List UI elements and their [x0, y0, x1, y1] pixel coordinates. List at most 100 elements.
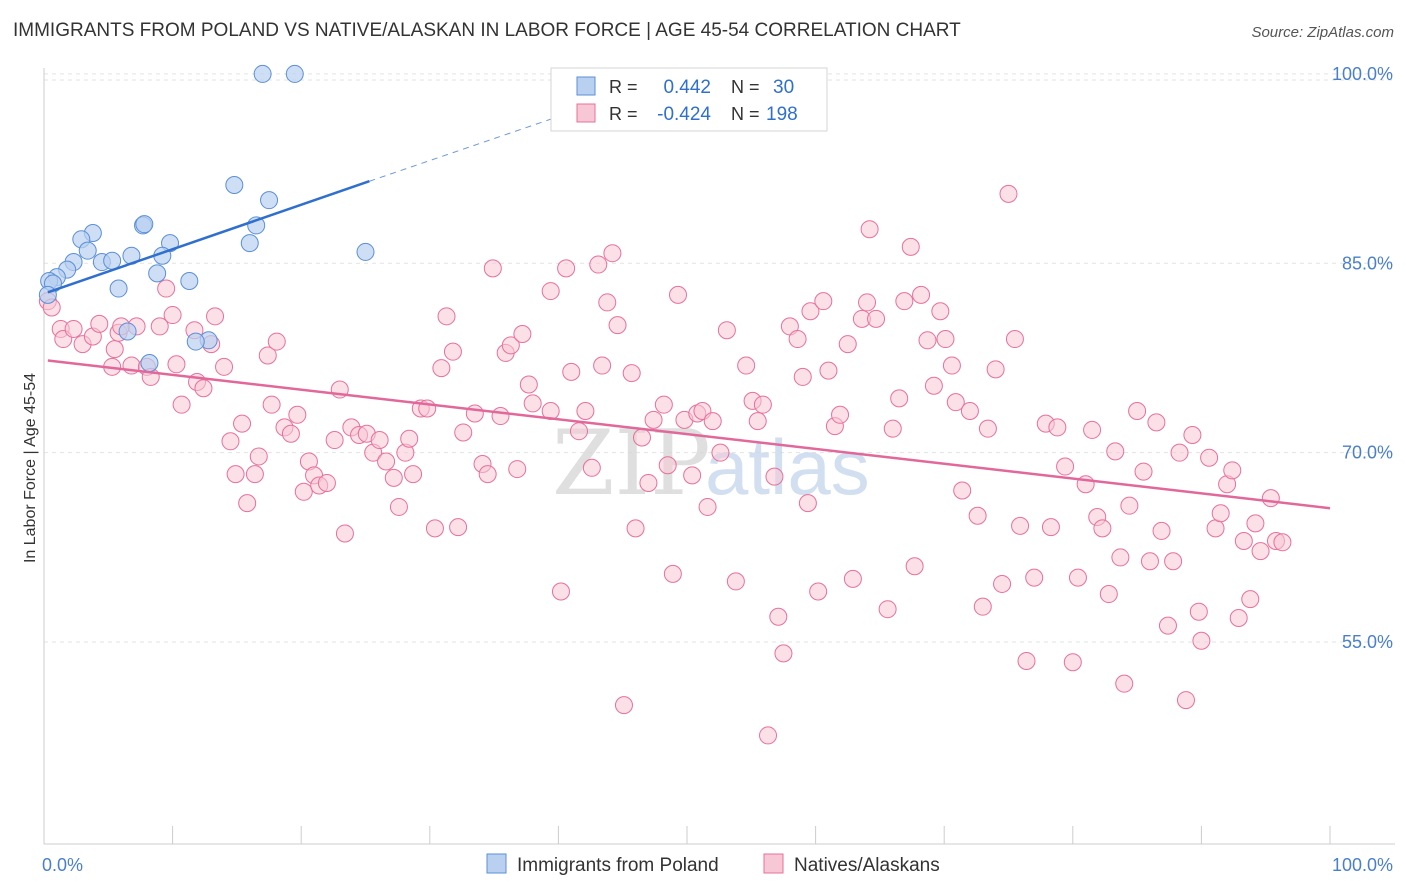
native-alaskan-point — [793, 367, 812, 386]
native-alaskan-point — [737, 356, 756, 375]
native-alaskan-point — [1200, 448, 1219, 467]
native-alaskan-point — [831, 405, 850, 424]
native-alaskan-point — [759, 726, 778, 745]
y-tick-label: 85.0% — [1342, 253, 1393, 273]
series-immigrants-from-poland — [38, 64, 375, 373]
native-alaskan-point — [968, 506, 987, 525]
native-alaskan-point — [858, 293, 877, 312]
native-alaskan-point — [703, 412, 722, 431]
native-alaskan-point — [1017, 651, 1036, 670]
chart-title: IMMIGRANTS FROM POLAND VS NATIVE/ALASKAN… — [13, 20, 961, 41]
y-tick-label: 55.0% — [1342, 632, 1393, 652]
native-alaskan-point — [1164, 552, 1183, 571]
native-alaskan-point — [90, 314, 109, 333]
poland-point — [78, 241, 97, 260]
native-alaskan-point — [589, 255, 608, 274]
native-alaskan-point — [294, 482, 313, 501]
y-axis-label: In Labor Force | Age 45-54 — [22, 373, 39, 563]
native-alaskan-point — [576, 401, 595, 420]
native-alaskan-point — [541, 282, 560, 301]
native-alaskan-point — [1111, 548, 1130, 567]
native-alaskan-point — [753, 395, 772, 414]
native-alaskan-point — [1206, 519, 1225, 538]
stats-n-value-pink: 198 — [766, 104, 798, 125]
native-alaskan-point — [325, 431, 344, 450]
poland-point — [253, 64, 272, 83]
native-alaskan-point — [774, 644, 793, 663]
native-alaskan-point — [860, 220, 879, 239]
native-alaskan-point — [999, 184, 1018, 203]
native-alaskan-point — [1241, 590, 1260, 609]
native-alaskan-point — [711, 443, 730, 462]
native-alaskan-point — [150, 317, 169, 336]
native-alaskan-point — [501, 336, 520, 355]
source-credit: Source: ZipAtlas.com — [1251, 24, 1394, 41]
native-alaskan-point — [593, 356, 612, 375]
native-alaskan-point — [317, 473, 336, 492]
native-alaskan-point — [1152, 521, 1171, 540]
native-alaskan-point — [443, 342, 462, 361]
native-alaskan-point — [1261, 489, 1280, 508]
native-alaskan-point — [1005, 330, 1024, 349]
native-alaskan-point — [867, 309, 886, 328]
watermark-atlas: atlas — [705, 423, 870, 511]
native-alaskan-point — [603, 244, 622, 263]
native-alaskan-point — [258, 346, 277, 365]
y-tick-label: 70.0% — [1342, 443, 1393, 463]
poland-point — [225, 176, 244, 195]
native-alaskan-point — [519, 375, 538, 394]
trend-lines — [47, 113, 1331, 510]
native-alaskan-point — [931, 302, 950, 321]
native-alaskan-point — [978, 419, 997, 438]
native-alaskan-point — [814, 292, 833, 311]
native-alaskan-point — [1056, 457, 1075, 476]
poland-point — [38, 285, 57, 304]
native-alaskan-point — [912, 285, 931, 304]
legend-swatch-poland — [486, 853, 507, 874]
native-alaskan-point — [801, 302, 820, 321]
native-alaskan-point — [454, 423, 473, 442]
native-alaskan-point — [226, 465, 245, 484]
native-alaskan-point — [1246, 514, 1265, 533]
native-alaskan-point — [377, 452, 396, 471]
native-alaskan-point — [245, 465, 264, 484]
native-alaskan-point — [986, 360, 1005, 379]
series-natives-alaskans — [38, 184, 1292, 745]
native-alaskan-point — [1048, 418, 1067, 437]
x-tick-label-max: 100.0% — [1332, 855, 1393, 875]
native-alaskan-point — [562, 362, 581, 381]
native-alaskan-point — [809, 582, 828, 601]
native-alaskan-point — [167, 355, 186, 374]
native-alaskan-point — [953, 481, 972, 500]
native-alaskan-point — [838, 335, 857, 354]
native-alaskan-point — [924, 376, 943, 395]
native-alaskan-point — [942, 356, 961, 375]
poland-point — [103, 251, 122, 270]
native-alaskan-point — [288, 405, 307, 424]
native-alaskan-point — [1176, 691, 1195, 710]
native-alaskan-point — [249, 447, 268, 466]
native-alaskan-point — [639, 473, 658, 492]
legend-swatch-natives — [763, 853, 784, 874]
native-alaskan-point — [608, 316, 627, 335]
native-alaskan-point — [717, 321, 736, 340]
native-alaskan-point — [404, 465, 423, 484]
native-alaskan-point — [878, 600, 897, 619]
x-tick-label-min: 0.0% — [42, 855, 83, 875]
gridlines — [44, 73, 1395, 643]
native-alaskan-point — [206, 307, 225, 326]
native-alaskan-point — [1170, 443, 1189, 462]
native-alaskan-point — [1025, 568, 1044, 587]
native-alaskan-point — [1273, 533, 1292, 552]
native-alaskan-point — [683, 466, 702, 485]
native-alaskan-point — [370, 431, 389, 450]
legend-label-natives: Natives/Alaskans — [794, 855, 940, 876]
native-alaskan-point — [1229, 609, 1248, 628]
native-alaskan-point — [895, 292, 914, 311]
native-alaskan-point — [389, 497, 408, 516]
native-alaskan-point — [1183, 425, 1202, 444]
native-alaskan-point — [221, 432, 240, 451]
native-alaskan-point — [918, 331, 937, 350]
native-alaskan-point — [432, 359, 451, 378]
